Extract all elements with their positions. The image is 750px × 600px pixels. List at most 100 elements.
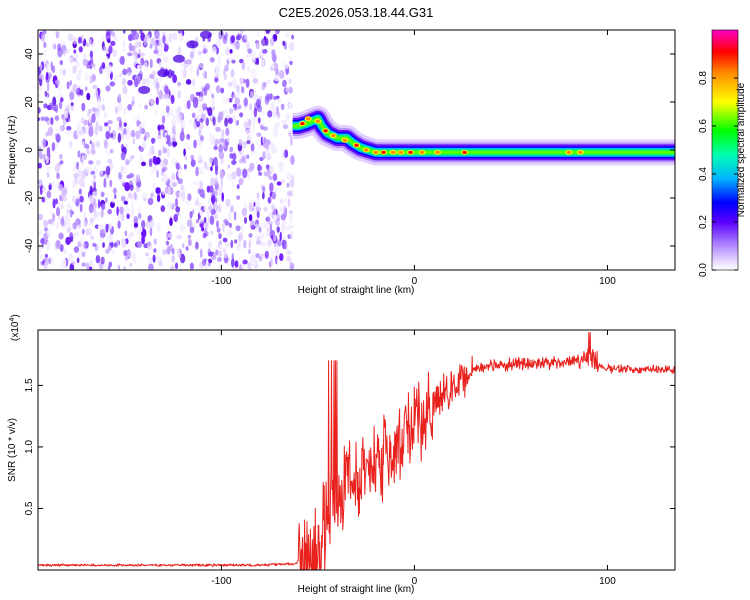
noise-speck bbox=[232, 266, 237, 270]
noise-speck bbox=[256, 132, 262, 138]
noise-speck bbox=[161, 168, 166, 173]
noise-speck bbox=[120, 151, 126, 161]
noise-speck bbox=[243, 121, 249, 129]
noise-speck bbox=[149, 98, 155, 104]
noise-speck bbox=[109, 162, 114, 170]
noise-speck bbox=[239, 30, 244, 35]
noise-speck bbox=[275, 30, 280, 35]
noise-speck bbox=[255, 206, 261, 213]
noise-speck bbox=[285, 112, 290, 121]
noise-speck bbox=[288, 225, 293, 230]
noise-speck bbox=[209, 57, 215, 63]
noise-speck bbox=[136, 207, 142, 214]
noise-speck bbox=[243, 216, 248, 224]
noise-speck bbox=[73, 231, 80, 237]
noise-speck bbox=[149, 145, 153, 152]
noise-speck bbox=[288, 86, 293, 94]
noise-speck bbox=[95, 89, 99, 99]
noise-speck bbox=[171, 172, 176, 181]
noise-speck bbox=[217, 257, 222, 262]
noise-speck bbox=[199, 62, 203, 68]
noise-speck bbox=[245, 78, 250, 88]
noise-speck bbox=[172, 141, 178, 147]
noise-speck bbox=[38, 107, 41, 114]
noise-speck bbox=[152, 254, 156, 263]
noise-speck bbox=[236, 184, 240, 190]
signal-hotspot-core bbox=[315, 119, 321, 123]
noise-speck bbox=[274, 245, 280, 256]
noise-speck bbox=[254, 233, 261, 239]
noise-speck bbox=[238, 178, 244, 186]
noise-speck bbox=[199, 223, 204, 228]
noise-speck bbox=[252, 78, 259, 84]
noise-speck bbox=[286, 182, 290, 188]
noise-speck bbox=[256, 30, 261, 38]
noise-speck bbox=[117, 214, 123, 223]
noise-speck bbox=[108, 45, 113, 54]
noise-speck bbox=[46, 82, 50, 92]
spectrogram-y-tick-label-2: 0 bbox=[24, 147, 35, 153]
noise-speck bbox=[82, 58, 88, 66]
noise-speck bbox=[152, 70, 157, 75]
signal-hotspot-core bbox=[306, 117, 311, 121]
noise-speck bbox=[51, 142, 56, 152]
noise-speck bbox=[199, 209, 203, 217]
noise-speck bbox=[215, 65, 221, 76]
noise-speck bbox=[134, 78, 139, 88]
noise-speck bbox=[76, 73, 82, 82]
noise-speck bbox=[122, 56, 125, 66]
signal-hotspot-core bbox=[578, 150, 583, 154]
snr-x-tick-label-2: 100 bbox=[599, 576, 616, 587]
noise-speck bbox=[258, 143, 262, 149]
noise-speck bbox=[54, 163, 60, 173]
noise-speck bbox=[121, 238, 127, 248]
spectrogram-x-tick-label-2: 100 bbox=[599, 276, 616, 287]
noise-speck bbox=[208, 205, 213, 212]
noise-speck bbox=[90, 217, 94, 224]
noise-speck bbox=[82, 243, 86, 249]
noise-speck bbox=[191, 112, 196, 119]
noise-speck bbox=[227, 81, 233, 88]
noise-speck bbox=[248, 240, 251, 249]
noise-speck bbox=[231, 59, 236, 64]
noise-speck bbox=[206, 185, 211, 193]
noise-speck bbox=[141, 161, 146, 167]
noise-speck bbox=[138, 70, 143, 79]
noise-speck bbox=[123, 107, 128, 113]
noise-speck bbox=[236, 33, 243, 40]
noise-speck bbox=[243, 239, 247, 249]
noise-speck bbox=[273, 74, 280, 82]
noise-speck bbox=[230, 205, 234, 213]
noise-speck bbox=[246, 140, 251, 145]
noise-speck bbox=[81, 173, 87, 180]
noise-speck bbox=[196, 68, 200, 77]
noise-speck bbox=[218, 250, 223, 257]
noise-speck bbox=[127, 249, 132, 258]
noise-speck bbox=[180, 119, 185, 127]
noise-speck bbox=[197, 188, 202, 194]
noise-speck bbox=[289, 60, 293, 66]
noise-speck bbox=[86, 262, 90, 270]
noise-speck bbox=[282, 235, 286, 240]
noise-speck bbox=[188, 118, 192, 126]
noise-speck bbox=[60, 264, 64, 270]
noise-speck bbox=[39, 179, 42, 187]
noise-speck bbox=[80, 152, 86, 158]
noise-speck bbox=[271, 191, 277, 200]
noise-speck bbox=[190, 159, 196, 167]
noise-speck bbox=[55, 31, 60, 39]
noise-speck bbox=[291, 34, 294, 40]
noise-speck bbox=[56, 128, 61, 134]
noise-speck bbox=[99, 229, 106, 238]
noise-speck bbox=[38, 74, 45, 80]
noise-speck bbox=[52, 43, 55, 48]
noise-speck bbox=[230, 35, 235, 44]
noise-speck bbox=[205, 117, 209, 127]
noise-speck bbox=[191, 209, 195, 215]
noise-speck bbox=[101, 203, 105, 210]
noise-speck bbox=[125, 159, 130, 166]
noise-speck bbox=[171, 181, 178, 188]
noise-speck bbox=[256, 57, 260, 66]
noise-speck bbox=[221, 109, 228, 115]
noise-speck bbox=[43, 219, 48, 228]
